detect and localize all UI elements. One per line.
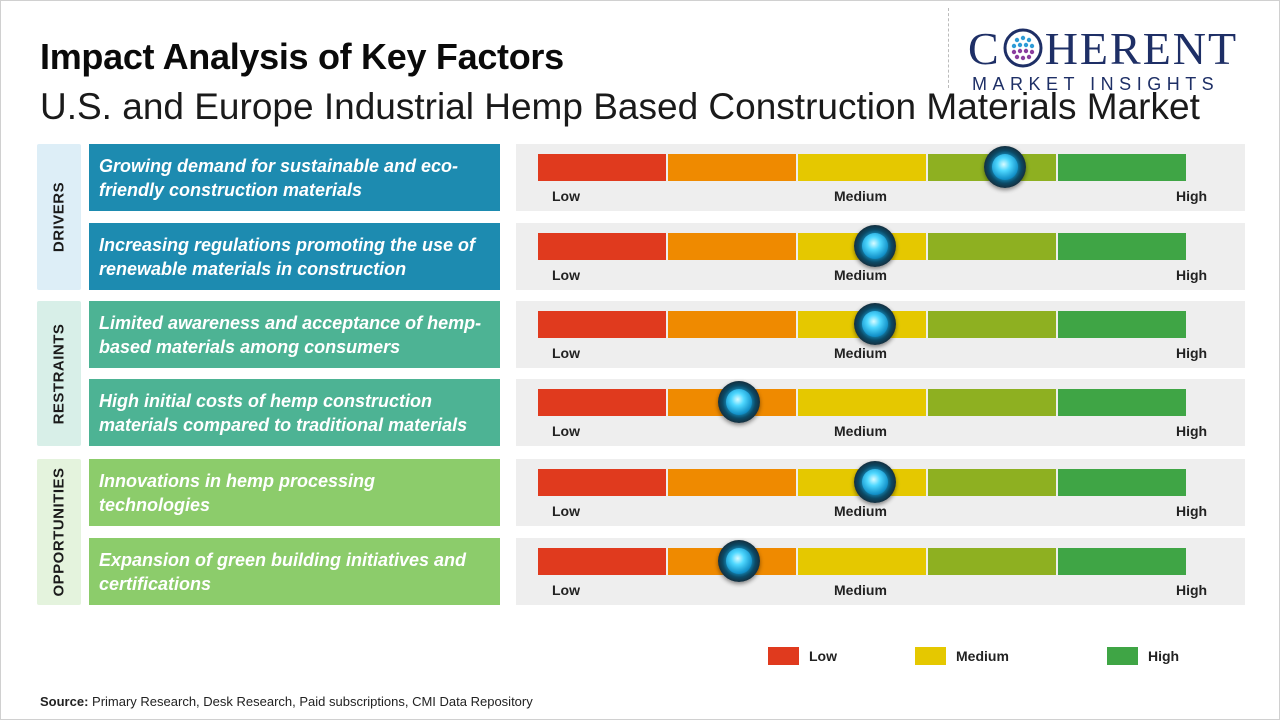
gauge-segment (798, 548, 926, 575)
impact-marker (717, 540, 760, 582)
gauge-segment (928, 233, 1056, 260)
scale-label-high: High (1176, 582, 1208, 598)
scale-label-high: High (1176, 345, 1208, 361)
scale-label-low: Low (552, 188, 580, 204)
logo-wordmark: C HERENT (968, 26, 1268, 72)
logo-letters-herent: HERENT (1044, 23, 1239, 74)
impact-gauge: Low Medium High (516, 538, 1245, 605)
gauge-segment (928, 548, 1056, 575)
page-title: Impact Analysis of Key Factors (40, 36, 564, 77)
group-band-drivers: DRIVERS (37, 144, 81, 290)
scale-label-high: High (1176, 423, 1208, 439)
gauge-segment (1058, 469, 1186, 496)
factor-label: Increasing regulations promoting the use… (89, 223, 500, 290)
impact-marker (853, 225, 896, 267)
legend-swatch (1107, 647, 1138, 665)
gauge-segment (1058, 548, 1186, 575)
impact-marker (853, 303, 896, 345)
impact-gauge: Low Medium High (516, 144, 1245, 211)
impact-marker (983, 146, 1026, 188)
gauge-segment (798, 154, 926, 181)
impact-gauge: Low Medium High (516, 301, 1245, 368)
gauge-segment (668, 233, 796, 260)
legend-swatch (915, 647, 946, 665)
scale-label-high: High (1176, 267, 1208, 283)
factor-label: Expansion of green building initiatives … (89, 538, 500, 605)
gauge-segment (1058, 389, 1186, 416)
scale-label-medium: Medium (834, 267, 887, 283)
gauge-segment (538, 389, 666, 416)
group-label: DRIVERS (50, 181, 68, 253)
logo-globe-icon (1003, 28, 1043, 68)
impact-gauge: Low Medium High (516, 459, 1245, 526)
gauge-segment (538, 154, 666, 181)
scale-label-low: Low (552, 423, 580, 439)
gauge-segment (928, 389, 1056, 416)
gauge-segment (668, 311, 796, 338)
scale-label-high: High (1176, 188, 1208, 204)
gauge-segment (668, 154, 796, 181)
page-subtitle: U.S. and Europe Industrial Hemp Based Co… (40, 86, 1200, 127)
scale-label-low: Low (552, 503, 580, 519)
group-label: RESTRAINTS (50, 323, 68, 424)
gauge-segment (1058, 154, 1186, 181)
scale-label-medium: Medium (834, 503, 887, 519)
scale-label-medium: Medium (834, 188, 887, 204)
logo-tagline: MARKET INSIGHTS (972, 74, 1220, 94)
gauge-segment (928, 311, 1056, 338)
scale-label-medium: Medium (834, 582, 887, 598)
gauge-segment (798, 389, 926, 416)
gauge-segment (1058, 311, 1186, 338)
gauge-segment (668, 469, 796, 496)
gauge-segment (538, 311, 666, 338)
factor-label: Limited awareness and acceptance of hemp… (89, 301, 500, 368)
factor-label: High initial costs of hemp construction … (89, 379, 500, 446)
gauge-segment (928, 469, 1056, 496)
source-label: Source: (40, 694, 89, 709)
scale-label-low: Low (552, 345, 580, 361)
scale-label-low: Low (552, 267, 580, 283)
impact-marker (853, 461, 896, 503)
scale-label-medium: Medium (834, 423, 887, 439)
source-text: Primary Research, Desk Research, Paid su… (92, 694, 533, 709)
legend-label: Medium (956, 648, 1009, 664)
legend-swatch (768, 647, 799, 665)
factor-label: Innovations in hemp processing technolog… (89, 459, 500, 526)
source-note: Source: Primary Research, Desk Research,… (40, 694, 533, 709)
scale-label-low: Low (552, 582, 580, 598)
scale-label-medium: Medium (834, 345, 887, 361)
gauge-segment (538, 548, 666, 575)
gauge-segment (538, 469, 666, 496)
coherent-logo: C HERENT MARKET INSIGHTS (968, 26, 1268, 98)
group-label: OPPORTUNITIES (50, 467, 68, 597)
gauge-segment (1058, 233, 1186, 260)
legend-label: Low (809, 648, 837, 664)
impact-gauge: Low Medium High (516, 379, 1245, 446)
logo-divider (948, 8, 949, 88)
scale-label-high: High (1176, 503, 1208, 519)
gauge-segment (538, 233, 666, 260)
impact-marker (717, 381, 760, 423)
legend-label: High (1148, 648, 1180, 664)
group-band-restraints: RESTRAINTS (37, 301, 81, 446)
logo-letter-c: C (968, 23, 1001, 74)
group-band-opportunities: OPPORTUNITIES (37, 459, 81, 605)
factor-label: Growing demand for sustainable and eco-f… (89, 144, 500, 211)
impact-gauge: Low Medium High (516, 223, 1245, 290)
